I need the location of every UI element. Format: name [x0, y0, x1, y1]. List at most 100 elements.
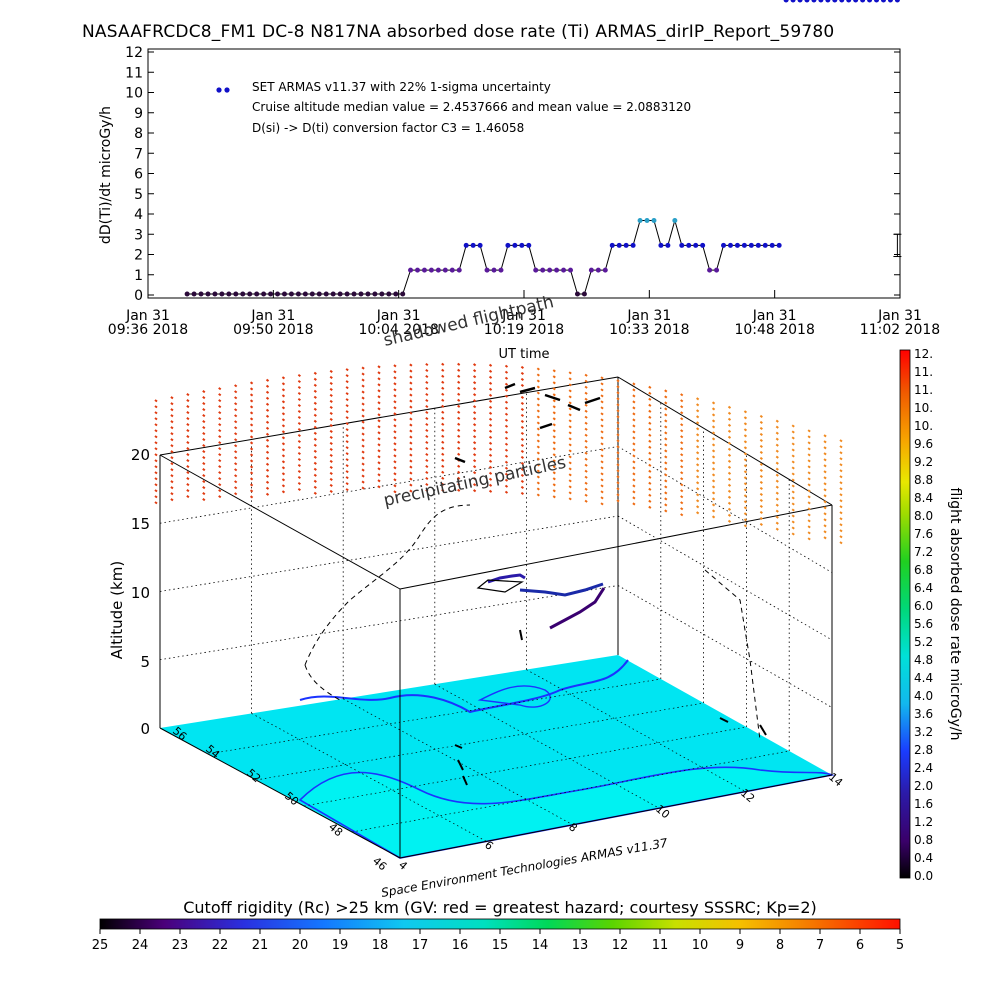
particle-dash: [249, 441, 254, 445]
particle-dash: [791, 460, 795, 464]
particle-dash: [664, 395, 668, 399]
particle-dash: [457, 398, 461, 402]
particle-dash: [520, 419, 524, 424]
data-point: [693, 242, 699, 248]
particle-dash: [536, 427, 540, 431]
particle-dash: [409, 405, 413, 409]
particle-dash: [759, 456, 763, 461]
particle-dash: [600, 442, 604, 446]
gridline: [159, 585, 619, 661]
particle-dash: [791, 520, 795, 524]
particle-dash: [249, 447, 254, 451]
particle-dash: [520, 479, 524, 484]
particle-dash: [807, 537, 811, 541]
dose-tick-label: 8.0: [914, 509, 933, 523]
data-point: [741, 242, 747, 248]
particle-dash: [536, 451, 540, 455]
particle-dash: [425, 374, 429, 379]
particle-dash: [441, 446, 445, 450]
particle-dash: [218, 441, 222, 445]
data-point: [491, 267, 497, 273]
dose-tick-label: 6.8: [914, 563, 933, 577]
particle-dash: [297, 469, 301, 474]
particle-dash: [536, 379, 540, 383]
particle-dash: [839, 457, 843, 461]
particle-dash: [727, 465, 732, 469]
particle-dash: [616, 487, 620, 491]
particle-dash: [504, 388, 509, 392]
particle-dash: [648, 475, 652, 479]
particle-dash: [743, 500, 748, 504]
particle-dash: [568, 485, 572, 489]
particle-dash: [329, 471, 333, 475]
particle-dash: [711, 455, 716, 459]
particle-dash: [313, 467, 317, 471]
particle-dash: [297, 409, 301, 414]
particle-dash: [297, 397, 301, 402]
particle-dash: [361, 456, 365, 460]
particle-dash: [680, 399, 684, 403]
particle-dash: [743, 440, 748, 444]
particle-dash: [329, 393, 333, 397]
particle-dash: [409, 399, 413, 403]
particle-dash: [680, 459, 684, 463]
data-point: [268, 291, 274, 297]
gridline: [526, 669, 746, 792]
particle-dash: [632, 448, 636, 452]
dose-tick-label: 0.4: [914, 851, 933, 865]
particle-dash: [218, 417, 222, 421]
particle-dash: [632, 406, 636, 410]
particle-dash: [664, 419, 668, 423]
particle-dash: [377, 455, 381, 459]
particle-dash: [488, 363, 493, 367]
particle-dash: [186, 471, 190, 475]
particle-dash: [488, 483, 493, 487]
particle-dash: [759, 432, 763, 437]
particle-dash: [202, 390, 206, 394]
particle-dash: [600, 466, 604, 470]
dose-tick-label: 4.8: [914, 653, 933, 667]
particle-dash: [377, 407, 381, 411]
particle-dash: [409, 429, 413, 433]
y-tick-label: 12: [125, 45, 143, 61]
particle-dash: [632, 418, 636, 422]
altitude-tick-label: 5: [140, 653, 150, 671]
particle-dash: [759, 504, 763, 509]
y-tick-label: 1: [134, 268, 143, 284]
data-point: [797, 0, 803, 3]
particle-dash: [313, 491, 317, 495]
particle-dash: [536, 397, 540, 401]
particle-dash: [568, 467, 572, 471]
particle-dash: [711, 419, 716, 423]
particle-dash: [473, 417, 477, 421]
particle-dash: [520, 401, 524, 406]
particle-dash: [170, 444, 174, 448]
data-point: [832, 0, 838, 3]
particle-dash: [696, 463, 700, 467]
particle-dash: [488, 477, 493, 481]
particle-dash: [409, 369, 413, 373]
particle-dash: [409, 477, 413, 481]
particle-dash: [361, 408, 365, 412]
particle-dash: [536, 403, 540, 407]
particle-dash: [409, 459, 413, 463]
particle-dash: [409, 423, 413, 427]
particle-dash: [488, 381, 493, 385]
particle-dash: [393, 412, 397, 416]
particle-dash: [345, 416, 349, 420]
rigidity-tick-label: 7: [816, 938, 824, 953]
data-point: [288, 291, 294, 297]
particle-dash: [473, 453, 477, 457]
particle-dash: [361, 474, 365, 478]
particle-dash: [584, 433, 588, 437]
rigidity-colorbar-ticks: 25 24 23 22 21 20 19 18 17 16 15 14 13 12 11 10 9 8 7 6 5: [92, 929, 904, 953]
data-point: [351, 291, 357, 297]
particle-dash: [345, 422, 349, 426]
particle-dash: [281, 472, 286, 476]
particle-dash: [696, 427, 700, 431]
particle-dash: [727, 483, 732, 487]
particle-dash: [441, 386, 445, 390]
particle-dash: [552, 399, 556, 403]
particle-dash: [488, 429, 493, 433]
